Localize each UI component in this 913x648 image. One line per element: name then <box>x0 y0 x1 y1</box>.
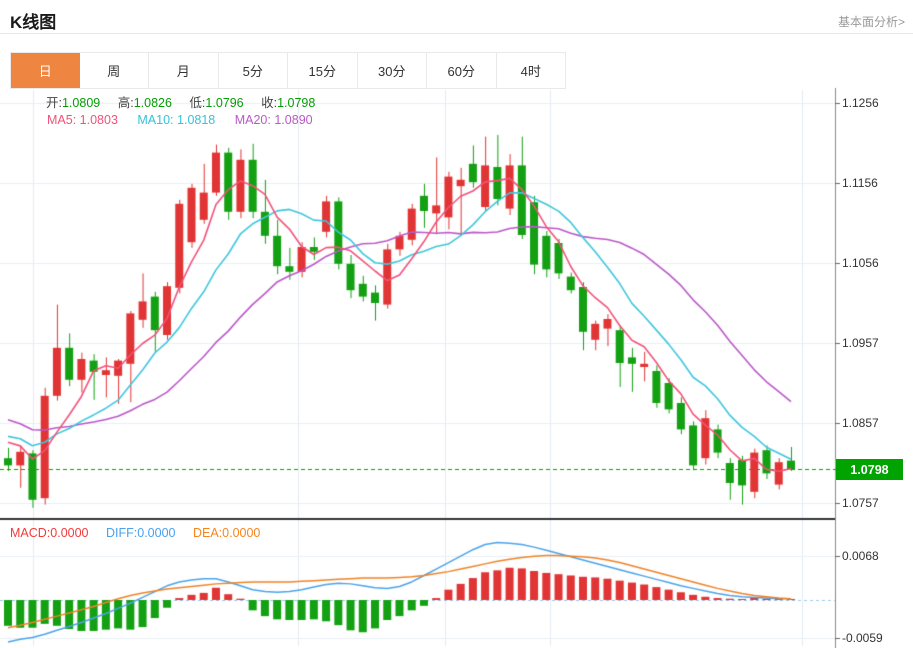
page-title: K线图 <box>10 13 57 32</box>
header-divider <box>0 33 913 34</box>
ma-readout: MA5: 1.0803 MA10: 1.0818 MA20: 1.0890 <box>47 113 313 127</box>
last-price-badge: 1.0798 <box>836 459 903 480</box>
ma20-value: 1.0890 <box>274 113 313 127</box>
macd-readout: MACD:0.0000 DIFF:0.0000 DEA:0.0000 <box>10 526 260 540</box>
low-value: 1.0796 <box>205 96 244 110</box>
low-label: 低: <box>189 96 206 110</box>
y-axis-label: 1.0957 <box>842 336 879 350</box>
ohlc-readout: 开:1.0809 高:1.0826 低:1.0796 收:1.0798 <box>46 92 329 111</box>
tab-4hour[interactable]: 4时 <box>520 64 541 79</box>
open-label: 开: <box>46 96 62 110</box>
macd-axis-label: 0.0068 <box>842 549 879 563</box>
tab-60min[interactable]: 60分 <box>427 53 497 88</box>
y-axis-label: 1.1256 <box>842 96 879 110</box>
timeframe-tabbar: 日 周 月 5分 15分 30分 60分 4时 <box>10 52 566 89</box>
ma5-label: MA5: <box>47 113 77 127</box>
fundamental-analysis-link[interactable]: 基本面分析> <box>837 15 905 29</box>
tab-30min[interactable]: 30分 <box>358 53 427 88</box>
ma20-label: MA20: <box>234 113 271 127</box>
diff-value: 0.0000 <box>137 526 176 540</box>
ma10-value: 1.0818 <box>177 113 216 127</box>
tab-15min[interactable]: 15分 <box>288 53 358 88</box>
close-label: 收: <box>261 96 278 110</box>
tab-week[interactable]: 周 <box>80 53 149 88</box>
diff-label: DIFF: <box>106 526 138 540</box>
macd-value: 0.0000 <box>50 526 89 540</box>
ma10-label: MA10: <box>137 113 174 127</box>
y-axis-label: 1.0857 <box>842 416 879 430</box>
macd-label: MACD: <box>10 526 51 540</box>
high-value: 1.0826 <box>133 96 172 110</box>
tab-month[interactable]: 月 <box>149 53 219 88</box>
close-value: 1.0798 <box>277 96 316 110</box>
y-axis-label: 1.1156 <box>842 176 878 190</box>
macd-axis-label: -0.0059 <box>842 631 883 645</box>
tab-5min[interactable]: 5分 <box>219 53 288 88</box>
ma5-value: 1.0803 <box>79 113 118 127</box>
dea-value: 0.0000 <box>222 526 261 540</box>
y-axis-label: 1.1056 <box>842 256 879 270</box>
y-axis-label: 1.0757 <box>842 496 879 510</box>
dea-label: DEA: <box>192 526 223 540</box>
tab-day[interactable]: 日 <box>11 53 80 88</box>
high-label: 高: <box>117 96 134 110</box>
open-value: 1.0809 <box>61 96 101 110</box>
